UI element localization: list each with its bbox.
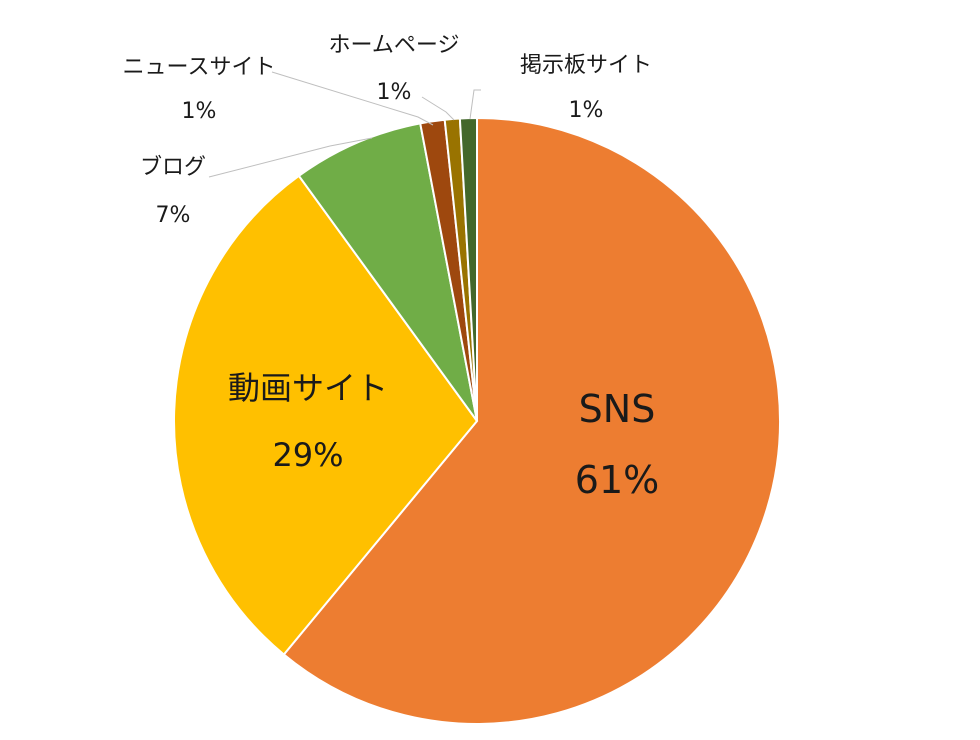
slice-4-leader-line [271, 71, 434, 126]
pie-slices [173, 116, 781, 725]
slice-3-category-label: ブログ [140, 155, 206, 180]
slice-5-percent-label: 1% [377, 80, 412, 105]
slice-2-percent-label: 29% [272, 436, 343, 474]
slice-5-category-label: ホームページ [329, 33, 460, 58]
slice-labels: SNS 61% 動画サイト 29% ブログ 7% ニュースサイト 1% ホームページ 1% 掲示板サ… [123, 33, 660, 502]
slice-1-category-label: SNS [579, 387, 656, 431]
slice-2-category-label: 動画サイト [228, 369, 388, 407]
slice-6-percent-label: 1% [569, 98, 604, 123]
slice-6-category-label: 掲示板サイト [520, 53, 652, 78]
slice-3-leader-line [208, 137, 373, 178]
slice-1-wedge [282, 116, 781, 725]
slice-3-wedge [297, 122, 478, 422]
slice-5-leader-line [421, 96, 455, 121]
slice-6-wedge [458, 116, 478, 422]
slice-1-percent-label: 61% [575, 458, 659, 502]
slice-6-leader-line [469, 89, 481, 120]
slice-4-percent-label: 1% [182, 99, 217, 124]
slice-4-category-label: ニュースサイト [123, 55, 276, 80]
slice-2-wedge [173, 174, 479, 656]
leader-lines [208, 71, 481, 178]
slice-3-percent-label: 7% [156, 203, 191, 228]
